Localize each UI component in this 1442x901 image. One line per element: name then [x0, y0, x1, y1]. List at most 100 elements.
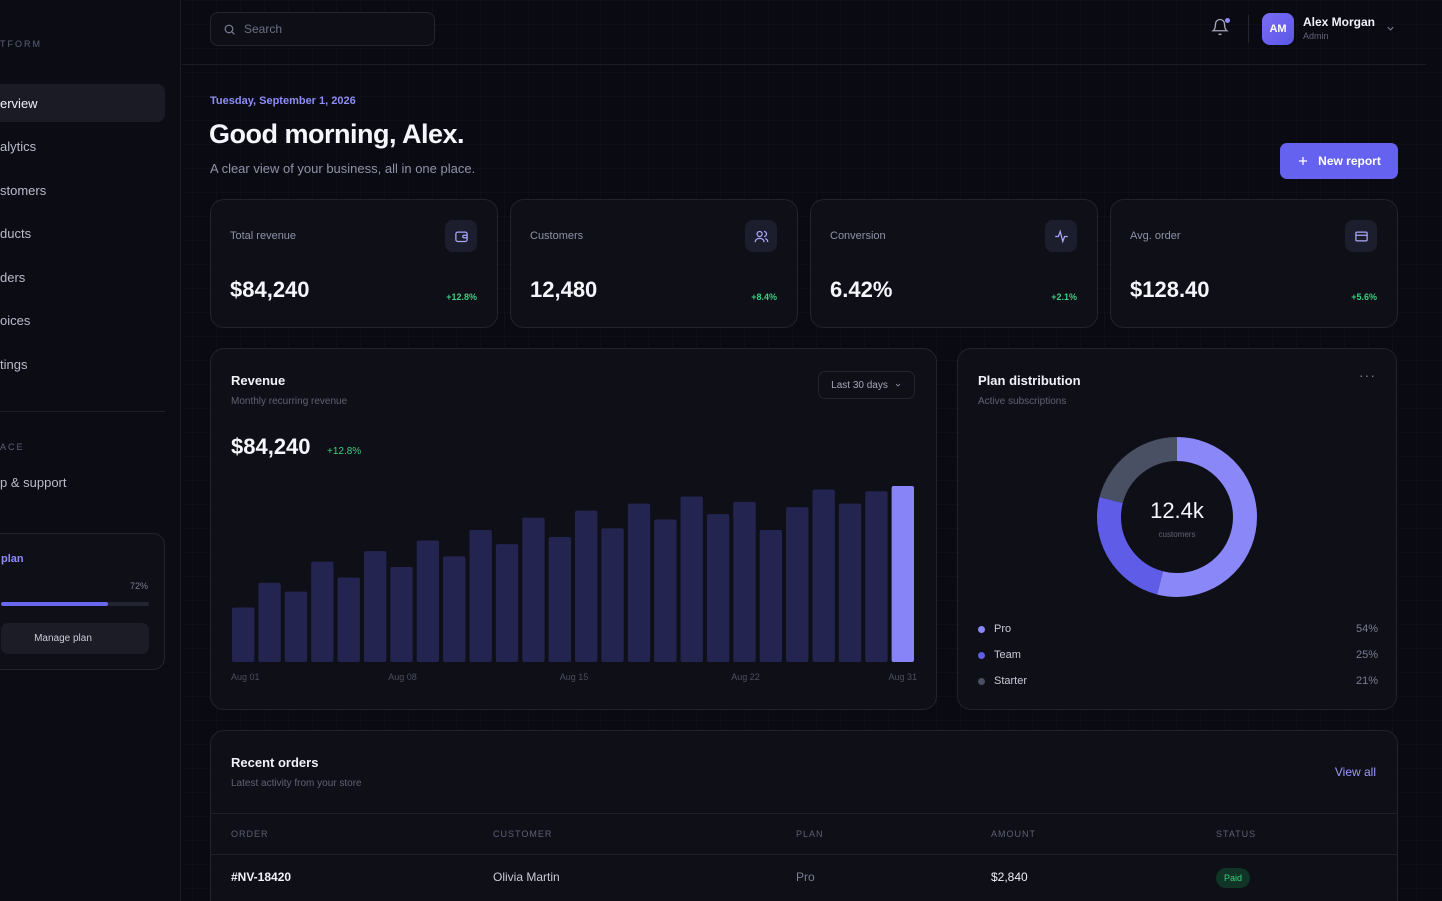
- revenue-delta: +12.8%: [327, 446, 362, 457]
- revenue-bar[interactable]: [390, 566, 413, 662]
- sidebar-item-invoices[interactable]: oices: [0, 301, 165, 339]
- recent-orders-panel: Recent orders Latest activity from your …: [210, 730, 1398, 901]
- revenue-bar[interactable]: [337, 577, 360, 662]
- revenue-bar[interactable]: [812, 489, 835, 662]
- sidebar-item-overview[interactable]: erview: [0, 84, 165, 122]
- plan-usage-bar: [1, 602, 149, 606]
- kpi-card-total-revenue: Total revenue $84,240 +12.8%: [210, 199, 498, 328]
- revenue-bar[interactable]: [654, 519, 677, 662]
- page-title: Good morning, Alex.: [209, 119, 465, 149]
- date-range-select[interactable]: Last 30 days: [818, 371, 915, 399]
- revenue-bar[interactable]: [601, 528, 624, 662]
- revenue-bar[interactable]: [469, 530, 492, 662]
- user-name[interactable]: Alex Morgan: [1303, 15, 1376, 29]
- bell-icon: [1211, 18, 1229, 36]
- sidebar-item-products[interactable]: ducts: [0, 214, 165, 252]
- status-badge: Paid: [1216, 868, 1251, 888]
- revenue-bar[interactable]: [627, 503, 651, 662]
- revenue-bar[interactable]: [733, 501, 756, 662]
- plan-usage-fill: [1, 602, 108, 606]
- sidebar-item-customers[interactable]: stomers: [0, 171, 165, 209]
- revenue-bar[interactable]: [680, 496, 703, 662]
- order-id[interactable]: #NV-18420: [231, 870, 292, 884]
- sidebar-item-label: stomers: [0, 182, 47, 198]
- kpi-card-avg-order: Avg. order $128.40 +5.6%: [1110, 199, 1398, 328]
- distribution-subtitle: Active subscriptions: [978, 396, 1067, 407]
- column-header-order[interactable]: Order: [231, 829, 269, 839]
- kpi-value: $84,240: [230, 277, 310, 302]
- distribution-title: Plan distribution: [978, 373, 1081, 388]
- column-header-amount[interactable]: Amount: [991, 829, 1036, 839]
- donut-center-value: 12.4k: [1150, 498, 1204, 523]
- revenue-bar[interactable]: [443, 556, 466, 662]
- activity-icon: [1045, 220, 1077, 252]
- kpi-delta: +8.4%: [751, 292, 777, 302]
- sidebar-item-help-support[interactable]: p & support: [0, 463, 165, 501]
- kpi-delta: +12.8%: [446, 292, 477, 302]
- kpi-label: Customers: [530, 230, 584, 242]
- legend-dot: [978, 678, 985, 685]
- revenue-bar[interactable]: [838, 503, 862, 662]
- x-tick-label: Aug 22: [731, 672, 760, 682]
- revenue-bar[interactable]: [232, 607, 255, 662]
- search-input[interactable]: [244, 22, 424, 36]
- revenue-bar[interactable]: [706, 514, 730, 662]
- order-plan: Pro: [796, 870, 815, 884]
- column-header-customer[interactable]: Customer: [493, 829, 553, 839]
- sidebar-item-label: p & support: [0, 474, 67, 490]
- legend-name: Pro: [994, 623, 1012, 635]
- sidebar-item-orders[interactable]: ders: [0, 258, 165, 296]
- kpi-delta: +2.1%: [1051, 292, 1077, 302]
- date-range-label: Last 30 days: [831, 379, 888, 391]
- revenue-bar[interactable]: [284, 591, 308, 662]
- sidebar-item-settings[interactable]: tings: [0, 345, 165, 383]
- notifications-button[interactable]: [1211, 18, 1231, 38]
- revenue-bar[interactable]: [258, 582, 281, 662]
- credit-card-icon: [1345, 220, 1377, 252]
- manage-plan-button[interactable]: Manage plan: [1, 623, 149, 654]
- kpi-delta: +5.6%: [1351, 292, 1377, 302]
- kpi-label: Conversion: [830, 230, 886, 242]
- page-date: Tuesday, September 1, 2026: [210, 95, 356, 107]
- view-all-link[interactable]: View all: [1334, 765, 1376, 779]
- avatar[interactable]: AM: [1262, 13, 1294, 45]
- topbar-separator: [1248, 15, 1249, 43]
- legend-item-team: Team 25%: [978, 649, 1378, 665]
- plan-donut-chart: [1097, 437, 1257, 597]
- revenue-bar[interactable]: [495, 544, 519, 662]
- revenue-bar[interactable]: [416, 540, 440, 662]
- more-options-icon[interactable]: ···: [1359, 367, 1376, 383]
- wallet-icon: [445, 220, 477, 252]
- topbar-divider: [182, 64, 1426, 65]
- order-amount: $2,840: [991, 870, 1028, 884]
- revenue-panel: Revenue Monthly recurring revenue Last 3…: [210, 348, 937, 710]
- revenue-bar[interactable]: [891, 486, 914, 662]
- sidebar-item-label: alytics: [0, 138, 37, 154]
- sidebar-item-analytics[interactable]: alytics: [0, 127, 165, 165]
- column-header-status[interactable]: Status: [1216, 829, 1257, 839]
- search-bar[interactable]: [210, 12, 435, 46]
- new-report-button[interactable]: New report: [1280, 143, 1398, 179]
- donut-segment-team[interactable]: [1097, 437, 1257, 597]
- plan-card: plan 72% Manage plan: [0, 533, 165, 670]
- chevron-down-icon: [895, 383, 901, 387]
- sidebar-item-label: oices: [0, 312, 31, 328]
- revenue-bar[interactable]: [548, 537, 571, 662]
- revenue-bar[interactable]: [311, 561, 334, 662]
- plan-usage-percent: 72%: [129, 581, 148, 591]
- kpi-value: $128.40: [1130, 277, 1210, 302]
- sidebar: TFORM erview alytics stomers ducts ders …: [0, 0, 181, 901]
- sidebar-item-label: erview: [0, 95, 38, 111]
- x-tick-label: Aug 08: [388, 672, 417, 682]
- revenue-bar[interactable]: [575, 510, 598, 662]
- revenue-bar[interactable]: [363, 551, 387, 662]
- revenue-bar[interactable]: [786, 507, 809, 662]
- revenue-title: Revenue: [231, 373, 286, 388]
- revenue-bar[interactable]: [865, 491, 888, 662]
- column-header-plan[interactable]: Plan: [796, 829, 824, 839]
- revenue-bar[interactable]: [522, 517, 545, 662]
- notification-dot: [1225, 18, 1230, 23]
- donut-segment-starter[interactable]: [1097, 437, 1257, 597]
- revenue-bar[interactable]: [759, 530, 783, 662]
- chevron-down-icon[interactable]: [1385, 23, 1396, 34]
